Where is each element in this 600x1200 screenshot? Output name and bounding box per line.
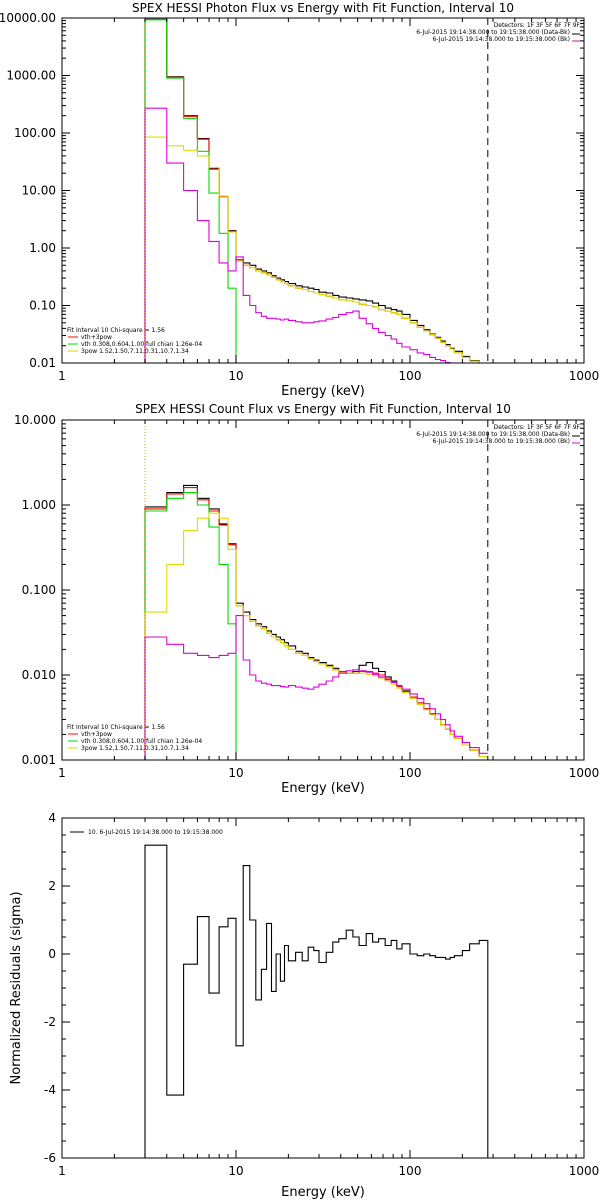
count-flux-y-tick-label: 0.001 — [22, 753, 56, 767]
legend-vth: vth 0.308,0.604,1.00 full chian 1.26e-04 — [81, 341, 202, 348]
photon-flux-y-tick-label: 0.01 — [29, 356, 56, 370]
residuals-y-tick-label: -2 — [44, 1015, 56, 1029]
legend-fit-interval: Fit Interval 10 Chi-square = 1.56 — [67, 327, 165, 334]
count-flux-y-tick-label: 1.000 — [22, 498, 56, 512]
count-flux-plot: 1 10 100 1000 0.001 0.010 0.100 1.000 10.000 — [14, 413, 599, 780]
legend-vth-3pow: vth+3pow — [81, 334, 112, 341]
count-flux-series-4 — [144, 615, 488, 760]
residuals-y-tick-label: 0 — [48, 947, 56, 961]
residuals-x-tick-label: 1 — [58, 1164, 66, 1178]
legend-vth-3pow: vth+3pow — [81, 731, 112, 738]
photon-flux-y-tick-label: 10.00 — [22, 184, 56, 198]
residuals-x-tick-label: 100 — [399, 1164, 422, 1178]
photon-flux-panel: SPEX HESSI Photon Flux vs Energy with Fi… — [67, 1, 581, 399]
count-flux-x-tick-label: 1 — [58, 766, 66, 780]
photon-flux-x-tick-label: 1000 — [569, 369, 600, 383]
residuals-plot: 1 10 100 1000 -6 -4 -2 0 2 4 — [44, 811, 599, 1178]
photon-flux-x-label: Energy (keV) — [281, 384, 365, 399]
residuals-series-0 — [144, 844, 489, 1158]
count-flux-series-group — [144, 484, 488, 760]
photon-flux-y-tick-label: 1.00 — [29, 241, 56, 255]
data-bk-time-label: 6-Jul-2015 19:14:38.000 to 19:15:38.000 … — [416, 29, 570, 36]
legend-3pow: 3pow 1.52,1.50,7.11,0.31,10.7,1.34 — [81, 745, 189, 752]
residuals-x-label: Energy (keV) — [281, 1185, 365, 1200]
count-flux-panel: SPEX HESSI Count Flux vs Energy with Fit… — [67, 402, 581, 796]
photon-flux-plot: 1 10 100 1000 0.01 0.10 1.00 10.00 100.00 1000.00… — [0, 11, 599, 383]
residuals-x-tick-label: 1000 — [569, 1164, 600, 1178]
count-flux-y-tick-label: 10.000 — [14, 413, 56, 427]
bk-time-label: 6-Jul-2015 19:14:38.000 to 19:15:38.000 … — [432, 438, 570, 445]
residuals-y-tick-label: -6 — [44, 1151, 56, 1165]
photon-flux-y-tick-label: 1000.00 — [6, 69, 56, 83]
photon-flux-title: SPEX HESSI Photon Flux vs Energy with Fi… — [132, 1, 514, 15]
photon-flux-series-4 — [144, 107, 470, 363]
photon-flux-series-group — [144, 18, 488, 363]
count-flux-x-tick-label: 10 — [228, 766, 243, 780]
photon-flux-x-tick-label: 100 — [399, 369, 422, 383]
legend-fit-interval: Fit Interval 10 Chi-square = 1.56 — [67, 724, 165, 731]
residuals-y-tick-label: 2 — [48, 879, 56, 893]
data-bk-time-label: 6-Jul-2015 19:14:38.000 to 19:15:38.000 … — [416, 431, 570, 438]
residuals-panel: Energy (keV) Normalized Residuals (sigma… — [9, 829, 365, 1200]
photon-flux-series-2 — [144, 19, 244, 363]
residuals-series-group — [144, 844, 489, 1158]
residuals-x-tick-label: 10 — [228, 1164, 243, 1178]
photon-flux-y-tick-label: 10000.00 — [0, 11, 56, 25]
residuals-y-tick-label: -4 — [44, 1083, 56, 1097]
detectors-label: Detectors: 1F 3F 5F 6F 7F 9F — [494, 424, 581, 431]
count-flux-x-label: Energy (keV) — [281, 781, 365, 796]
photon-flux-x-tick-label: 1 — [58, 369, 66, 383]
count-flux-series-3 — [144, 512, 488, 760]
count-flux-y-tick-label: 0.100 — [22, 583, 56, 597]
count-flux-x-tick-label: 1000 — [569, 766, 600, 780]
residuals-y-tick-label: 4 — [48, 811, 56, 825]
count-flux-x-tick-label: 100 — [399, 766, 422, 780]
photon-flux-x-tick-label: 10 — [228, 369, 243, 383]
detectors-label: Detectors: 1F 3F 5F 6F 7F 9F — [494, 22, 581, 29]
bk-time-label: 6-Jul-2015 19:14:38.000 to 19:15:38.000 … — [432, 36, 570, 43]
residuals-y-label: Normalized Residuals (sigma) — [9, 891, 24, 1084]
photon-flux-y-tick-label: 100.00 — [14, 126, 56, 140]
legend-vth: vth 0.308,0.604,1.00 full chian 1.26e-04 — [81, 738, 202, 745]
residuals-legend-interval: 10. 6-Jul-2015 19:14:38.000 to 19:15:38.… — [88, 829, 223, 836]
count-flux-title: SPEX HESSI Count Flux vs Energy with Fit… — [135, 402, 511, 416]
count-flux-y-tick-label: 0.010 — [22, 668, 56, 682]
legend-3pow: 3pow 1.52,1.50,7.11,0.31,10.7,1.34 — [81, 348, 189, 355]
photon-flux-y-tick-label: 0.10 — [29, 299, 56, 313]
